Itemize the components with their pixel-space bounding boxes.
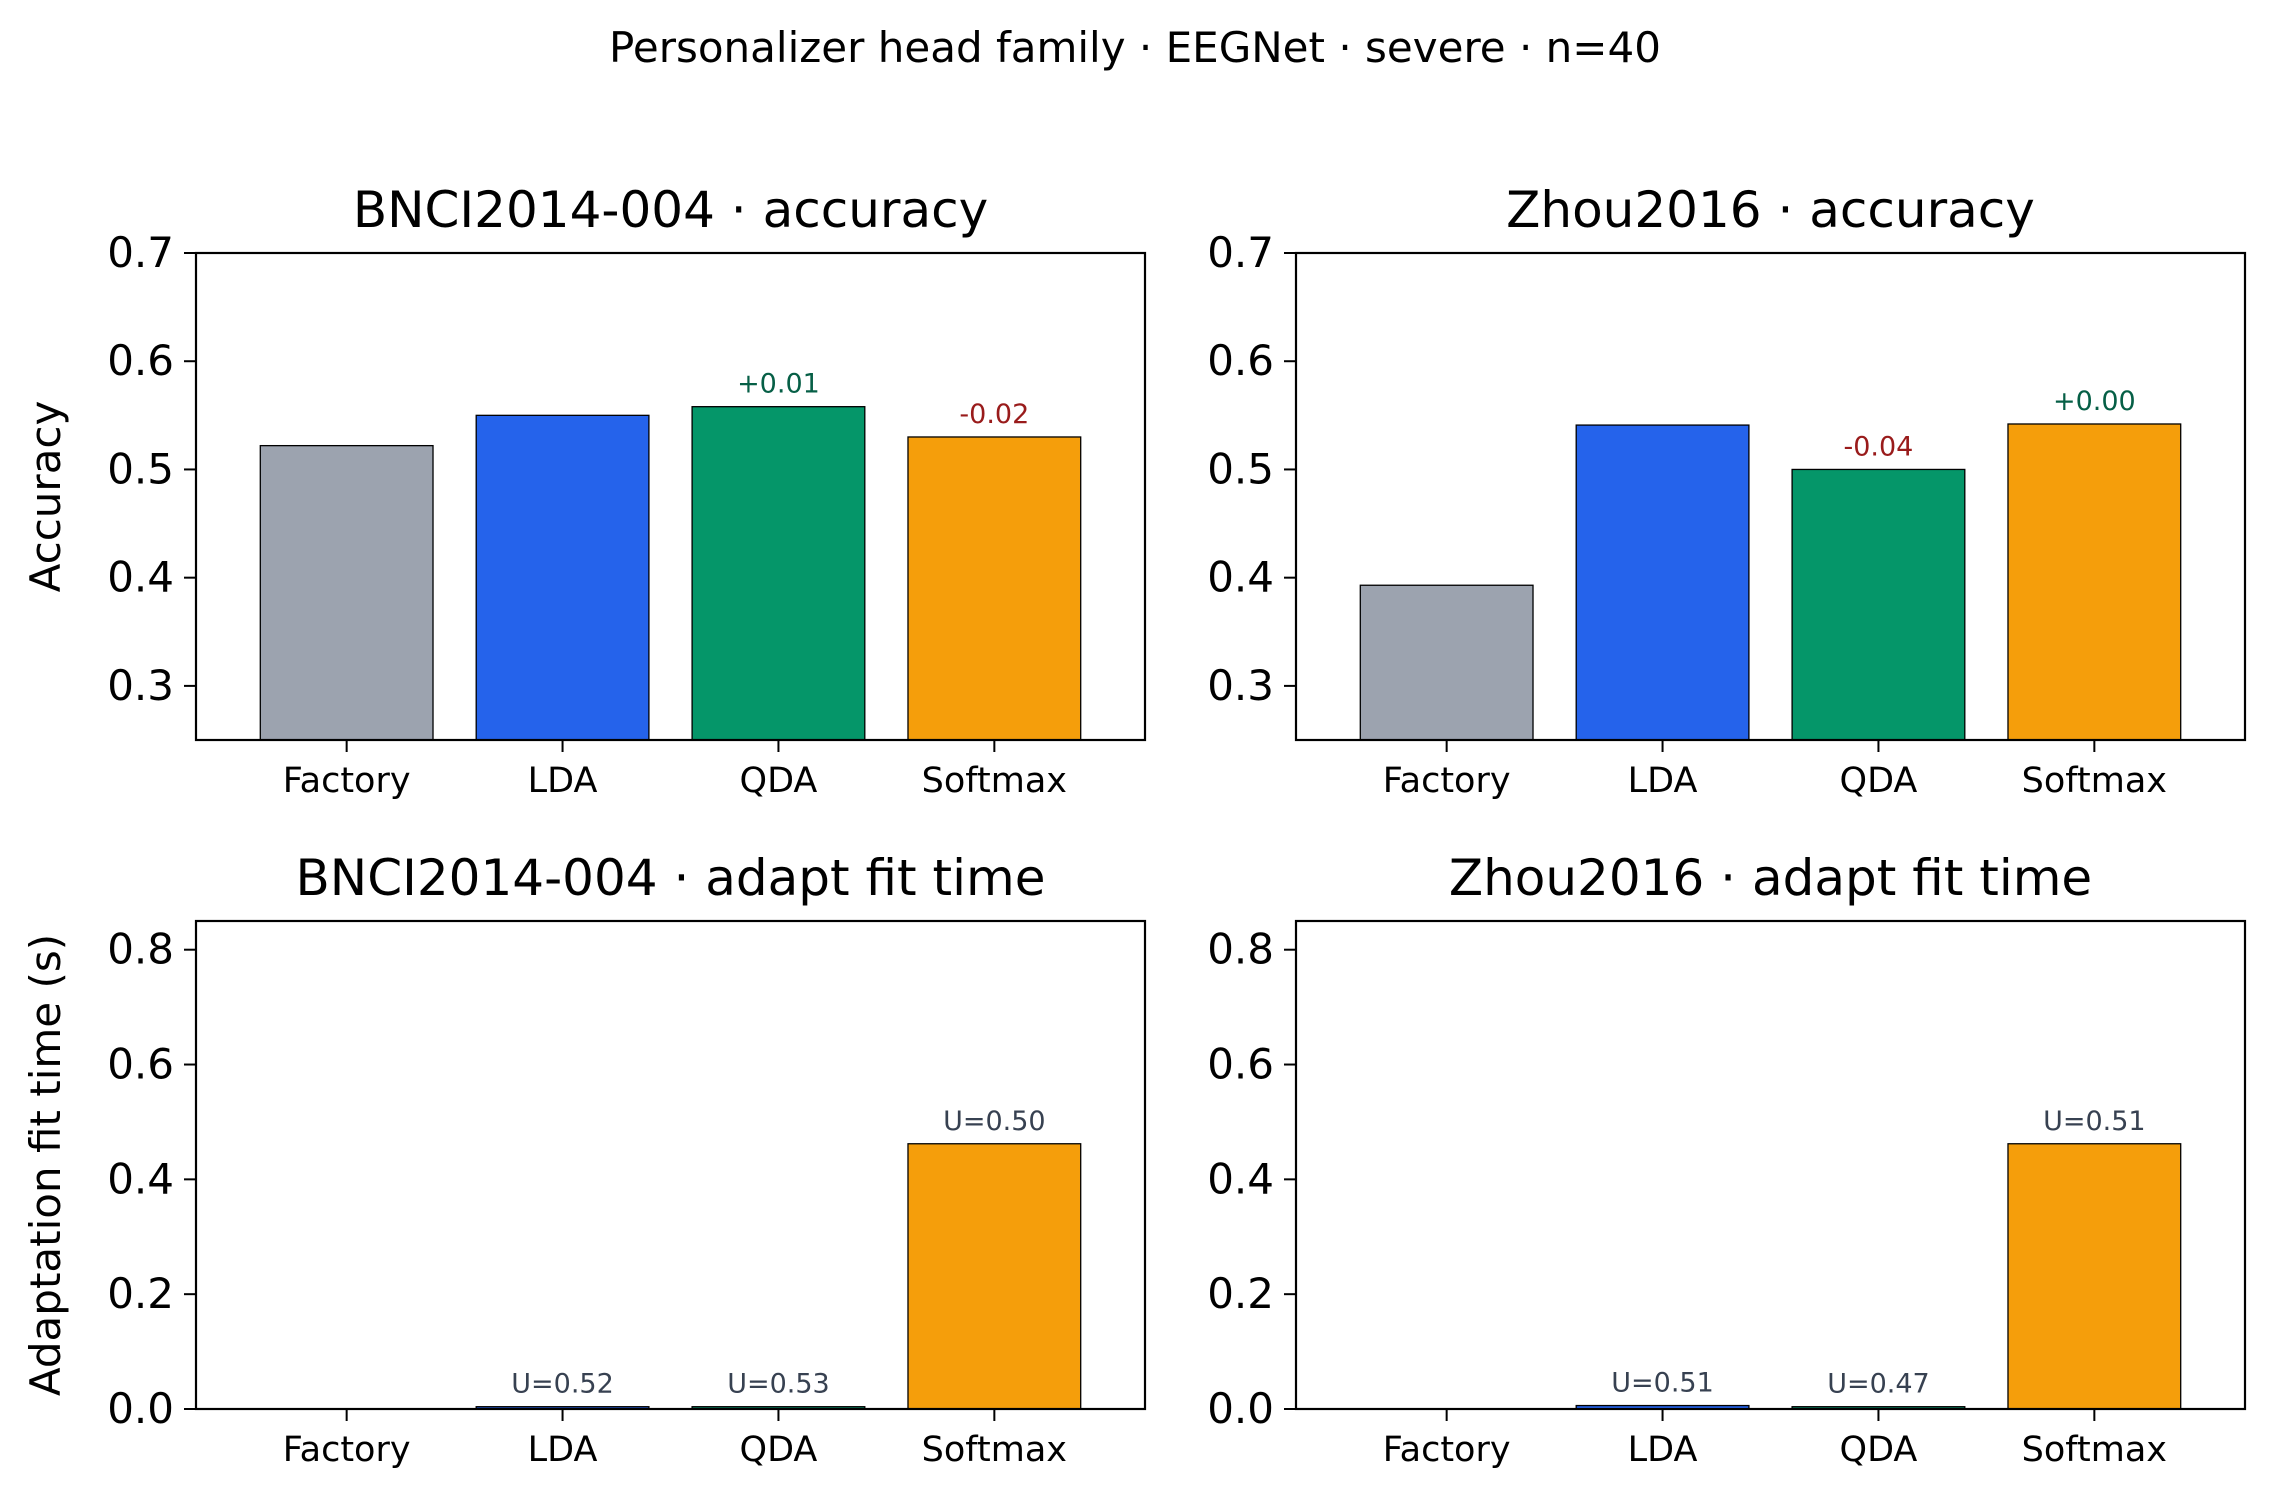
y-tick-label: 0.4 [1207, 1154, 1274, 1203]
x-tick-label: LDA [1628, 1430, 1698, 1470]
y-tick-label: 0.4 [1207, 553, 1274, 602]
y-axis-label: Accuracy [21, 401, 70, 593]
bar-qda [1791, 468, 1966, 741]
chart-panel-3: BNCI2014-004 · adapt fit time Adaptation … [21, 849, 1147, 1470]
x-tick-label: Softmax [922, 761, 1067, 801]
y-tick-label: 0.3 [1207, 661, 1274, 710]
y-tick-label: 0.3 [107, 661, 174, 710]
x-tick-label: QDA [740, 761, 818, 801]
figure-suptitle: Personalizer head family · EEGNet · seve… [609, 23, 1661, 72]
y-tick-label: 0.6 [107, 1040, 174, 1089]
x-tick-label: QDA [1840, 761, 1918, 801]
y-tick-label: 0.7 [107, 228, 174, 277]
chart-panel-2: Zhou2016 · accuracy Factory LDA QDA -0.04 Sof… [1207, 181, 2247, 801]
bar-qda [691, 406, 866, 741]
bar-lda [1575, 424, 1750, 741]
bar-annotation: U=0.51 [1611, 1368, 1714, 1399]
axes-frame [1294, 919, 2247, 1411]
y-axis-label: Adaptation fit time (s) [21, 934, 70, 1396]
bar-factory [1359, 584, 1534, 741]
y-tick-label: 0.0 [107, 1384, 174, 1433]
bar-annotation: +0.00 [2053, 386, 2136, 417]
x-tick-label: LDA [528, 761, 598, 801]
x-tick-label: Softmax [2022, 1430, 2167, 1470]
axes-frame [194, 919, 1147, 1411]
x-tick-label: LDA [528, 1430, 598, 1470]
bar-softmax [907, 1143, 1082, 1410]
x-tick-label: Softmax [922, 1430, 1067, 1470]
bar-softmax [2007, 423, 2182, 741]
y-tick-label: 0.2 [107, 1269, 174, 1318]
x-tick-label: Softmax [2022, 761, 2167, 801]
chart-panel-1: BNCI2014-004 · accuracy Accuracy Factory LD… [21, 181, 1147, 801]
bar-softmax [907, 436, 1082, 741]
x-tick-label: LDA [1628, 761, 1698, 801]
bar-annotation: U=0.50 [943, 1106, 1046, 1137]
bar-factory [259, 444, 434, 741]
bar-annotation: -0.04 [1844, 431, 1914, 462]
y-tick-label: 0.6 [1207, 336, 1274, 385]
chart-title: BNCI2014-004 · adapt fit time [296, 849, 1046, 907]
chart-title: BNCI2014-004 · accuracy [353, 181, 988, 239]
x-tick-label: QDA [1840, 1430, 1918, 1470]
x-tick-label: Factory [283, 761, 411, 801]
x-tick-label: Factory [283, 1430, 411, 1470]
y-tick-label: 0.5 [107, 444, 174, 493]
bar-annotation: -0.02 [959, 399, 1029, 430]
y-tick-label: 0.0 [1207, 1384, 1274, 1433]
y-tick-label: 0.4 [107, 553, 174, 602]
bar-lda [475, 414, 650, 741]
bar-annotation: U=0.51 [2043, 1106, 2146, 1137]
chart-title: Zhou2016 · adapt fit time [1449, 849, 2092, 907]
bar-annotation: U=0.53 [727, 1369, 830, 1400]
x-tick-label: QDA [740, 1430, 818, 1470]
chart-panel-4: Zhou2016 · adapt fit time Factory LDA U=0.5… [1207, 849, 2247, 1470]
bar-softmax [2007, 1143, 2182, 1410]
y-tick-label: 0.7 [1207, 228, 1274, 277]
bar-annotation: U=0.52 [511, 1369, 614, 1400]
axes-frame [194, 251, 1147, 742]
bar-annotation: U=0.47 [1827, 1369, 1930, 1400]
y-tick-label: 0.2 [1207, 1269, 1274, 1318]
y-tick-label: 0.5 [1207, 444, 1274, 493]
chart-title: Zhou2016 · accuracy [1506, 181, 2035, 239]
axes-frame [1294, 251, 2247, 742]
bar-annotation: +0.01 [737, 369, 820, 400]
x-tick-label: Factory [1383, 761, 1511, 801]
y-tick-label: 0.8 [107, 925, 174, 974]
y-tick-label: 0.8 [1207, 925, 1274, 974]
y-tick-label: 0.6 [1207, 1040, 1274, 1089]
y-tick-label: 0.4 [107, 1154, 174, 1203]
x-tick-label: Factory [1383, 1430, 1511, 1470]
y-tick-label: 0.6 [107, 336, 174, 385]
